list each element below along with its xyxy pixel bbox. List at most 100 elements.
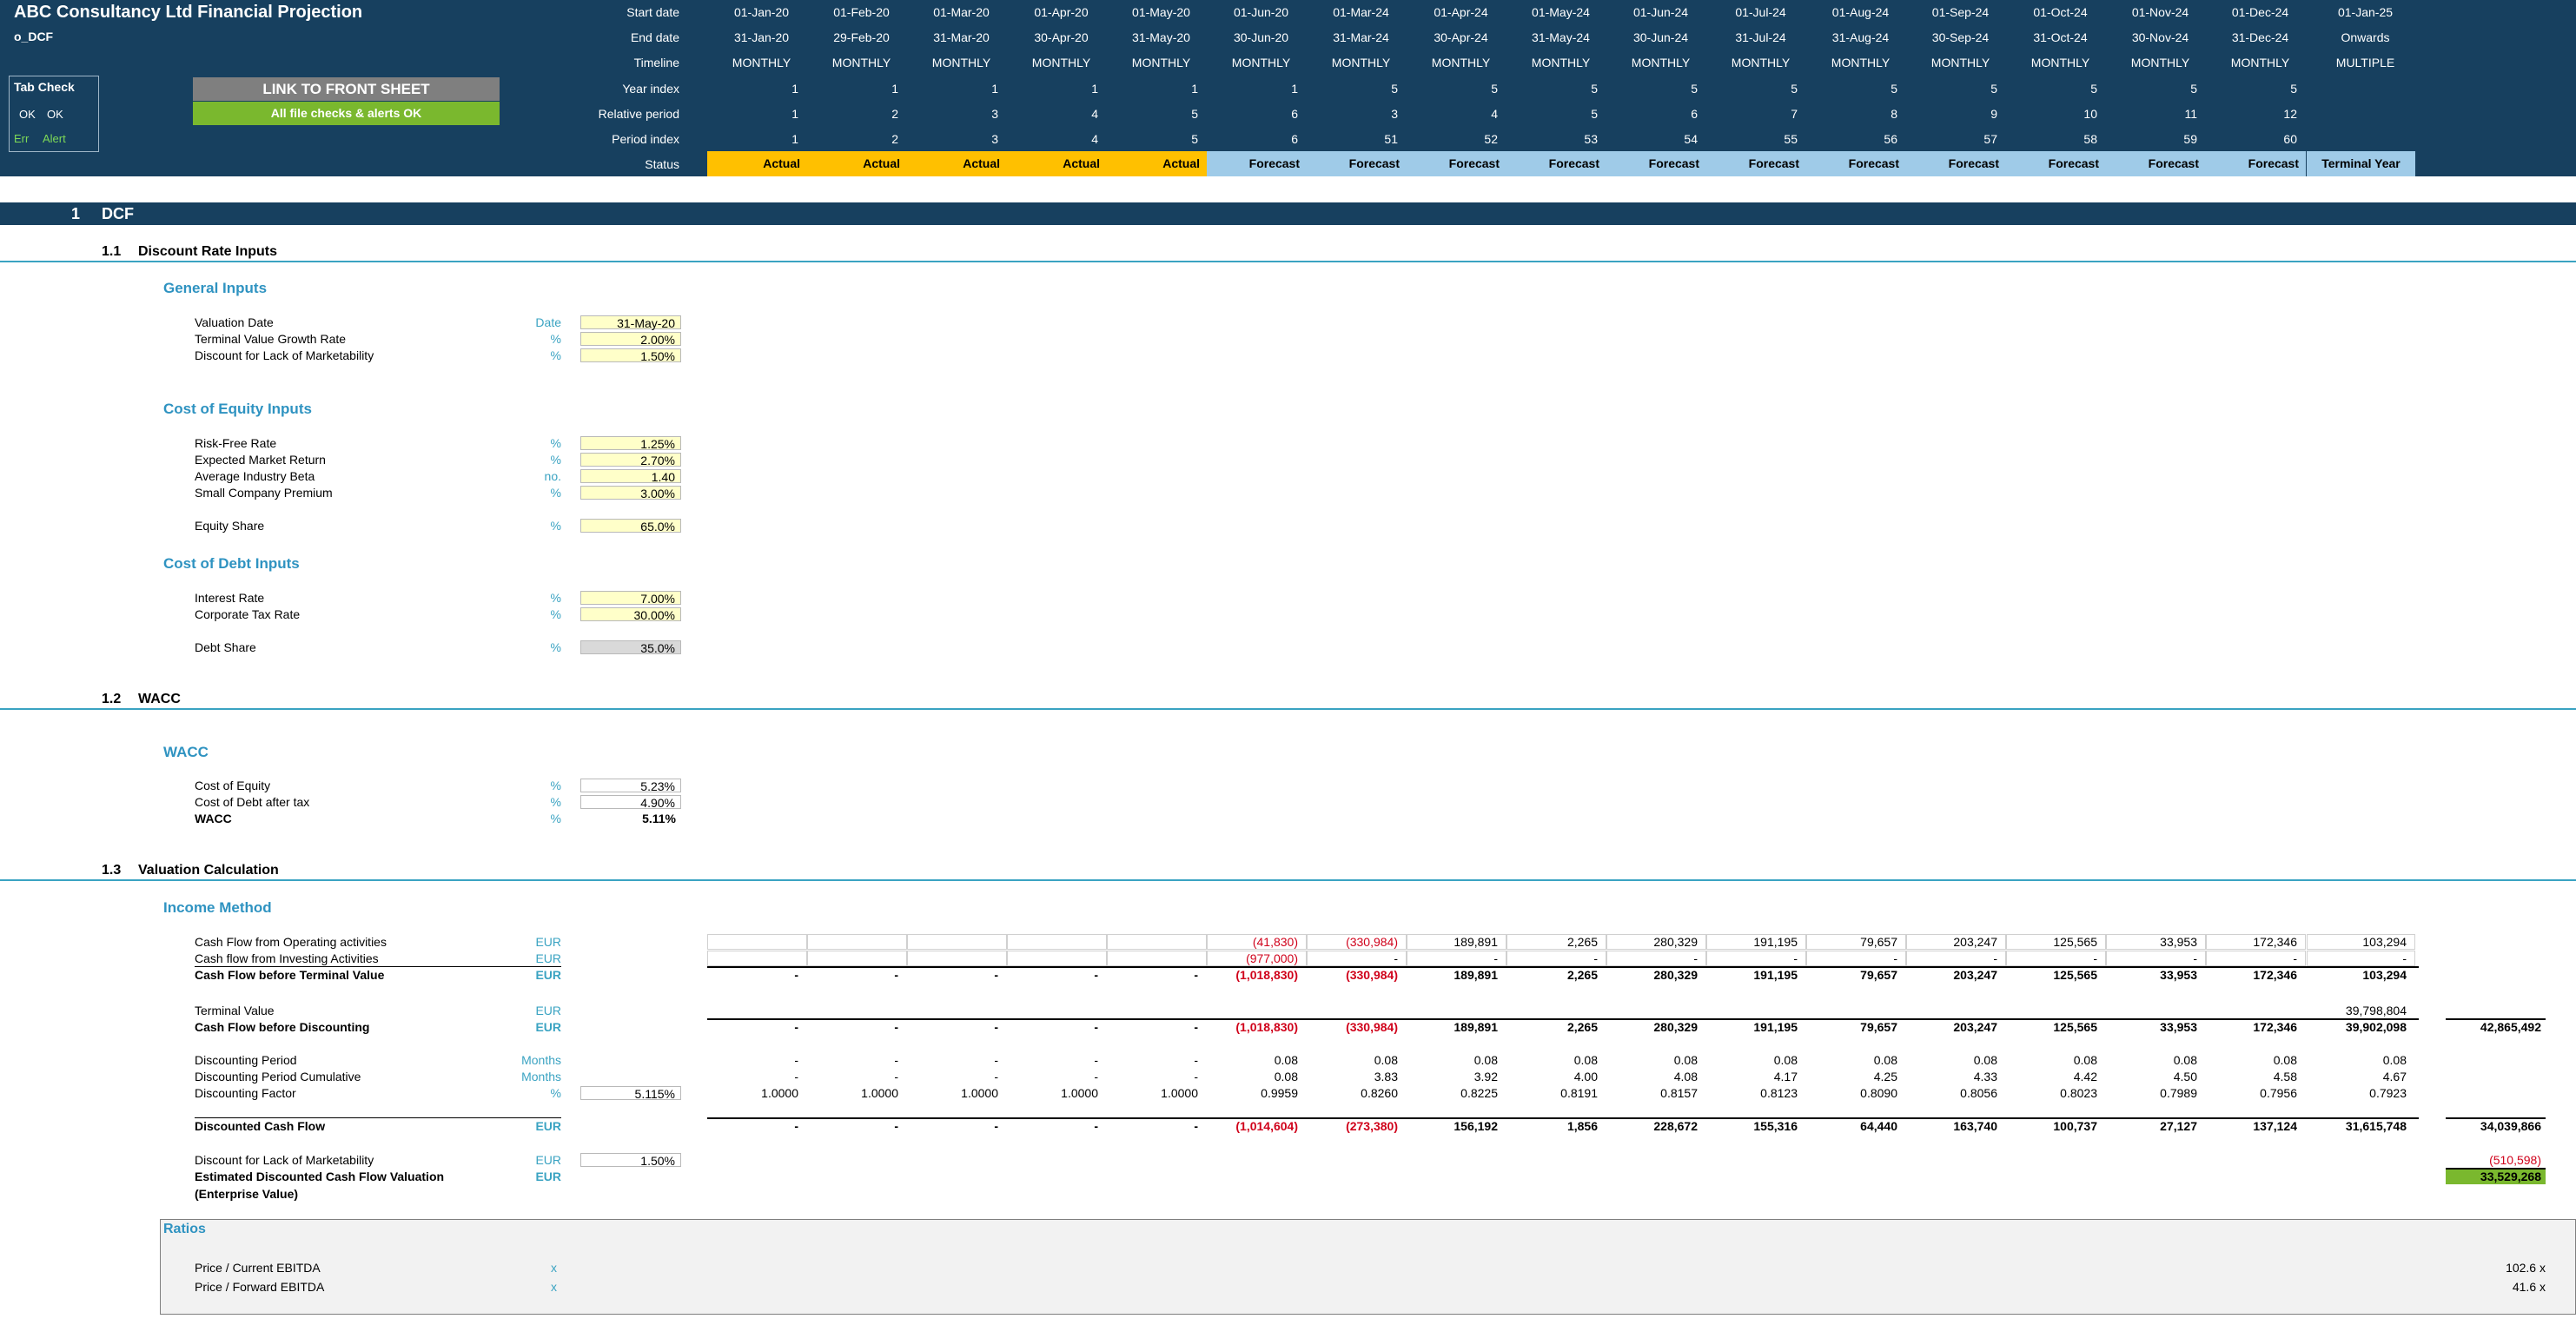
input-value-field[interactable]: 2.70% bbox=[580, 453, 681, 467]
timeline-start-cell: 01-Feb-20 bbox=[833, 5, 890, 19]
timeline-year-index-cell: 5 bbox=[1591, 82, 1598, 96]
grid-cell bbox=[707, 951, 807, 966]
timeline-timeline-cell: MONTHLY bbox=[931, 56, 991, 70]
value-cell: - bbox=[794, 1020, 798, 1034]
timeline-year-index-cell: 5 bbox=[2290, 82, 2297, 96]
value-cell: 103,294 bbox=[2362, 968, 2407, 982]
value-cell: 79,657 bbox=[1860, 968, 1897, 982]
timeline-timeline-cell: MONTHLY bbox=[1531, 56, 1591, 70]
input-value-field[interactable]: 3.00% bbox=[580, 486, 681, 500]
end-date-label: End date bbox=[630, 30, 679, 44]
timeline-timeline-cell: MONTHLY bbox=[2230, 56, 2290, 70]
timeline-year-index-cell: 5 bbox=[1491, 82, 1498, 96]
value-cell: 0.08 bbox=[1973, 1053, 1997, 1067]
value-cell: (330,984) bbox=[1346, 1020, 1398, 1034]
status-cell-actual: Actual bbox=[1107, 151, 1207, 176]
value-cell: 79,657 bbox=[1860, 1020, 1897, 1034]
row-label: Discounted Cash Flow bbox=[195, 1119, 326, 1133]
value-cell: 0.8157 bbox=[1660, 1086, 1698, 1100]
timeline-year-index-cell: 1 bbox=[1091, 82, 1098, 96]
input-value-field[interactable]: 1.25% bbox=[580, 436, 681, 451]
grid-cell bbox=[1407, 934, 1507, 950]
value-cell: 0.8260 bbox=[1361, 1086, 1398, 1100]
status-cell-forecast: Forecast bbox=[1407, 151, 1507, 176]
unit-label: % bbox=[550, 812, 561, 825]
grid-cell bbox=[1806, 934, 1906, 950]
grid-cell bbox=[2006, 951, 2106, 966]
value-cell: 39,798,804 bbox=[2345, 1004, 2407, 1017]
timeline-end-cell: 31-May-24 bbox=[1532, 30, 1590, 44]
value-cell: 4.25 bbox=[1873, 1070, 1897, 1083]
total-cell: 33,529,268 bbox=[2446, 1169, 2546, 1184]
row-unit: EUR bbox=[535, 968, 561, 982]
input-value-field: 35.0% bbox=[580, 640, 681, 655]
input-value-field[interactable]: 31-May-20 bbox=[580, 315, 681, 330]
grid-cell bbox=[1207, 934, 1307, 950]
timeline-timeline-cell: MONTHLY bbox=[1331, 56, 1391, 70]
timeline-relative-cell: 4 bbox=[1091, 107, 1098, 121]
row-label-2: (Enterprise Value) bbox=[195, 1187, 299, 1201]
grid-cell bbox=[1107, 934, 1207, 950]
row-label: Cash Flow before Terminal Value bbox=[195, 968, 385, 982]
value-cell: (273,380) bbox=[1346, 1119, 1398, 1133]
timeline-end-cell: 30-Jun-24 bbox=[1632, 30, 1689, 44]
unit-label: Date bbox=[535, 315, 561, 329]
value-cell: 0.7956 bbox=[2260, 1086, 2297, 1100]
input-value-field[interactable]: 2.00% bbox=[580, 332, 681, 347]
total-rule bbox=[2446, 1168, 2546, 1170]
timeline-start-cell: 01-May-24 bbox=[1532, 5, 1590, 19]
input-value-field[interactable]: 7.00% bbox=[580, 591, 681, 606]
value-cell: - bbox=[1893, 951, 1897, 965]
timeline-start-cell: 01-Jun-24 bbox=[1632, 5, 1689, 19]
status-cell-forecast: Forecast bbox=[2206, 151, 2306, 176]
row-unit: EUR bbox=[535, 951, 561, 965]
input-value-field[interactable]: 30.00% bbox=[580, 607, 681, 622]
value-cell: (330,984) bbox=[1346, 968, 1398, 982]
value-cell: 228,672 bbox=[1653, 1119, 1698, 1133]
total-rule bbox=[195, 966, 561, 967]
value-cell: 191,195 bbox=[1753, 935, 1798, 949]
value-cell: 189,891 bbox=[1454, 968, 1498, 982]
row-input-field[interactable]: 1.50% bbox=[580, 1153, 681, 1168]
grid-cell bbox=[2106, 951, 2206, 966]
input-value-field[interactable]: 1.50% bbox=[580, 348, 681, 363]
timeline-year-index-cell: 1 bbox=[991, 82, 998, 96]
value-cell: 4.08 bbox=[1673, 1070, 1698, 1083]
timeline-period-cell: 3 bbox=[991, 132, 998, 146]
value-cell: 189,891 bbox=[1454, 1020, 1498, 1034]
timeline-year-index-cell: 5 bbox=[1691, 82, 1698, 96]
ratio-unit: x bbox=[551, 1261, 557, 1275]
timeline-end-cell: 31-Aug-24 bbox=[1831, 30, 1890, 44]
grid-cell bbox=[1407, 951, 1507, 966]
cost-of-equity-title: Cost of Equity Inputs bbox=[163, 401, 312, 417]
value-cell: 0.8123 bbox=[1760, 1086, 1798, 1100]
start-date-label: Start date bbox=[626, 5, 679, 19]
grid-cell bbox=[1507, 951, 1606, 966]
section-1-3-number: 1.3 bbox=[102, 863, 122, 878]
link-front-sheet-button[interactable]: LINK TO FRONT SHEET bbox=[193, 77, 500, 101]
row-unit: EUR bbox=[535, 1020, 561, 1034]
input-value-field[interactable]: 65.0% bbox=[580, 519, 681, 533]
row-label: Discounting Period bbox=[195, 1053, 297, 1067]
timeline-timeline-cell: MONTHLY bbox=[732, 56, 791, 70]
row-input-field[interactable]: 5.115% bbox=[580, 1086, 681, 1101]
timeline-period-cell: 55 bbox=[1784, 132, 1798, 146]
section-1-number: 1 bbox=[71, 205, 81, 222]
timeline-start-cell: 01-Apr-20 bbox=[1034, 5, 1089, 19]
timeline-relative-cell: 10 bbox=[2083, 107, 2097, 121]
section-1-2-number: 1.2 bbox=[102, 692, 122, 706]
timeline-period-cell: 52 bbox=[1484, 132, 1498, 146]
input-value-field[interactable]: 1.40 bbox=[580, 469, 681, 484]
file-checks-ok-button[interactable]: All file checks & alerts OK bbox=[193, 102, 500, 125]
grid-cell bbox=[1906, 951, 2006, 966]
timeline-year-index-cell: 1 bbox=[791, 82, 798, 96]
row-unit: Months bbox=[521, 1070, 561, 1083]
value-cell: 125,565 bbox=[2053, 968, 2097, 982]
value-cell: 4.42 bbox=[2073, 1070, 2097, 1083]
status-cell-actual: Actual bbox=[707, 151, 807, 176]
value-cell: - bbox=[2293, 951, 2297, 965]
timeline-timeline-cell: MULTIPLE bbox=[2335, 56, 2395, 70]
status-cell-forecast: Forecast bbox=[1507, 151, 1606, 176]
value-cell: - bbox=[894, 968, 898, 982]
section-1-1-title: Discount Rate Inputs bbox=[138, 244, 278, 259]
